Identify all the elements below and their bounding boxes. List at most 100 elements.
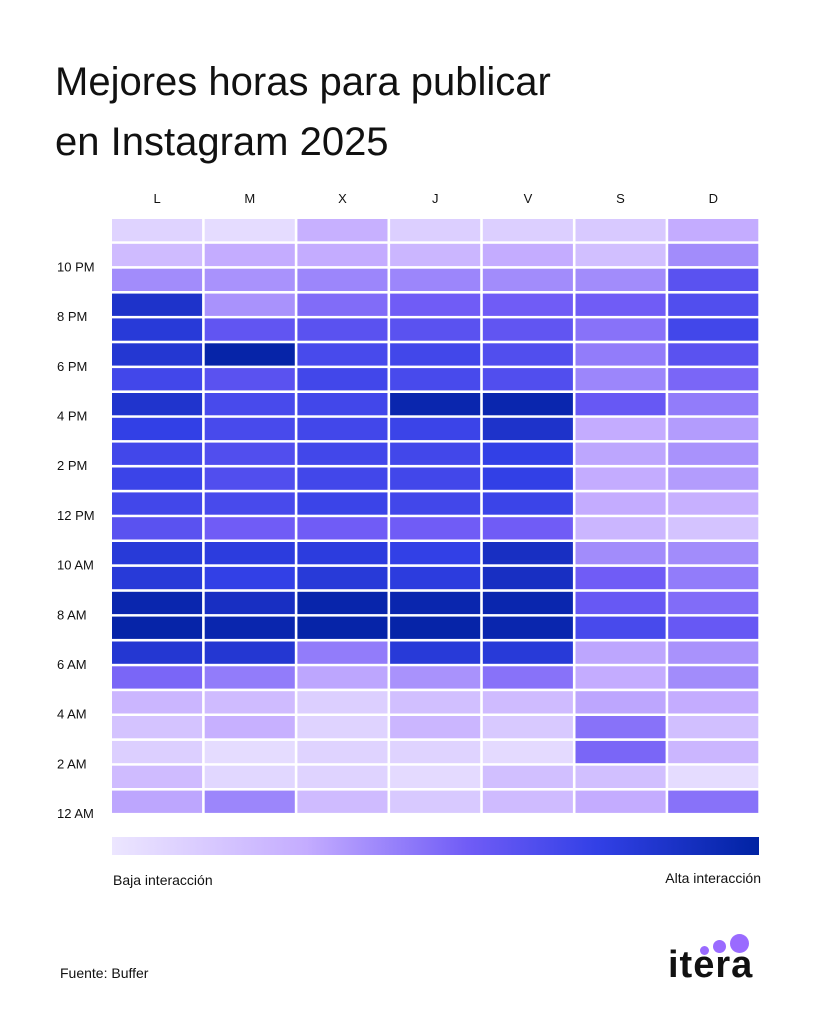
heatmap-cell-L-row-19	[112, 691, 203, 714]
heatmap-cell-L-row-8	[112, 417, 203, 441]
heatmap-cell-M-row-13	[204, 542, 295, 565]
heatmap-cell-M-row-4	[204, 318, 295, 341]
heatmap-cell-X-row-21	[297, 740, 388, 764]
heatmap-cell-V-row-3	[482, 293, 573, 316]
heatmap-cell-V-row-10	[482, 467, 573, 490]
heatmap-cell-M-row-8	[204, 417, 295, 441]
heatmap-cell-D-row-21	[668, 740, 759, 764]
heatmap-cell-J-row-9	[390, 442, 481, 465]
heatmap-cell-M-row-14	[204, 566, 295, 590]
heatmap-cell-L-row-4	[112, 318, 203, 341]
heatmap-cell-X-row-0	[297, 219, 388, 242]
heatmap-cell-X-row-23	[297, 790, 388, 813]
heatmap-cell-S-row-8	[575, 417, 666, 441]
heatmap-cell-V-row-21	[482, 740, 573, 764]
heatmap-cell-D-row-6	[668, 368, 759, 391]
heatmap-cell-M-row-7	[204, 393, 295, 416]
heatmap-cell-V-row-7	[482, 393, 573, 416]
heatmap-cell-D-row-20	[668, 716, 759, 739]
heatmap-cell-S-row-21	[575, 740, 666, 764]
heatmap-cell-V-row-2	[482, 268, 573, 291]
heatmap-cell-L-row-6	[112, 368, 203, 391]
heatmap-cell-L-row-17	[112, 641, 203, 664]
heatmap-cell-S-row-20	[575, 716, 666, 739]
heatmap-cell-M-row-6	[204, 368, 295, 391]
heatmap-cell-D-row-14	[668, 566, 759, 590]
heatmap-cell-M-row-18	[204, 666, 295, 689]
heatmap-cell-S-row-5	[575, 343, 666, 366]
heatmap-cell-J-row-17	[390, 641, 481, 664]
heatmap-cell-J-row-16	[390, 616, 481, 639]
heatmap-cell-X-row-5	[297, 343, 388, 366]
heatmap-cell-J-row-4	[390, 318, 481, 341]
y-tick-label-6-pm: 6 PM	[57, 359, 87, 374]
heatmap-cell-M-row-3	[204, 293, 295, 316]
y-tick-label-2-am: 2 AM	[57, 756, 87, 771]
heatmap-cell-J-row-18	[390, 666, 481, 689]
chart-title-line-1: Mejores horas para publicar	[55, 60, 551, 104]
heatmap-cell-L-row-3	[112, 293, 203, 316]
heatmap-cell-D-row-3	[668, 293, 759, 316]
heatmap-cell-X-row-16	[297, 616, 388, 639]
y-tick-label-12-am: 12 AM	[57, 806, 94, 821]
heatmap-cell-S-row-10	[575, 467, 666, 490]
heatmap-cell-V-row-5	[482, 343, 573, 366]
heatmap-cell-V-row-1	[482, 243, 573, 267]
heatmap-cell-M-row-17	[204, 641, 295, 664]
y-tick-label-10-am: 10 AM	[57, 558, 94, 573]
heatmap-cell-L-row-11	[112, 492, 203, 515]
heatmap-cell-L-row-9	[112, 442, 203, 465]
heatmap-cell-J-row-0	[390, 219, 481, 242]
heatmap-cell-M-row-23	[204, 790, 295, 813]
heatmap-cell-D-row-15	[668, 591, 759, 615]
heatmap-cell-X-row-7	[297, 393, 388, 416]
heatmap-cell-S-row-0	[575, 219, 666, 242]
legend-high-label: Alta interacción	[665, 870, 761, 886]
heatmap-cell-V-row-4	[482, 318, 573, 341]
heatmap-cell-D-row-19	[668, 691, 759, 714]
y-tick-label-6-am: 6 AM	[57, 657, 87, 672]
heatmap-cell-S-row-3	[575, 293, 666, 316]
heatmap-cell-J-row-13	[390, 542, 481, 565]
heatmap-cell-D-row-17	[668, 641, 759, 664]
heatmap-cell-D-row-18	[668, 666, 759, 689]
x-tick-label-L: L	[153, 191, 160, 206]
heatmap-cell-L-row-12	[112, 517, 203, 540]
y-tick-label-4-pm: 4 PM	[57, 409, 87, 424]
heatmap-cell-J-row-1	[390, 243, 481, 267]
heatmap-cell-L-row-23	[112, 790, 203, 813]
heatmap-cell-L-row-5	[112, 343, 203, 366]
heatmap-cell-L-row-20	[112, 716, 203, 739]
y-tick-label-2-pm: 2 PM	[57, 458, 87, 473]
heatmap-cell-V-row-0	[482, 219, 573, 242]
logo-dot-medium	[713, 940, 726, 953]
heatmap-cell-D-row-1	[668, 243, 759, 267]
heatmap-cell-S-row-6	[575, 368, 666, 391]
legend-low-label: Baja interacción	[113, 872, 213, 888]
heatmap-cell-D-row-4	[668, 318, 759, 341]
heatmap-cell-M-row-19	[204, 691, 295, 714]
heatmap-cell-X-row-9	[297, 442, 388, 465]
heatmap-cell-X-row-4	[297, 318, 388, 341]
heatmap-cell-M-row-2	[204, 268, 295, 291]
x-tick-label-D: D	[709, 191, 718, 206]
heatmap-cell-X-row-10	[297, 467, 388, 490]
heatmap-cell-X-row-12	[297, 517, 388, 540]
heatmap-cell-V-row-20	[482, 716, 573, 739]
chart-title: Mejores horas para publicar en Instagram…	[55, 52, 755, 172]
heatmap-cell-J-row-21	[390, 740, 481, 764]
heatmap-cell-M-row-11	[204, 492, 295, 515]
heatmap-cell-S-row-15	[575, 591, 666, 615]
heatmap-cell-X-row-8	[297, 417, 388, 441]
brand-logo: itera	[668, 932, 758, 986]
heatmap-cell-S-row-2	[575, 268, 666, 291]
heatmap-cell-X-row-17	[297, 641, 388, 664]
heatmap-cell-X-row-14	[297, 566, 388, 590]
heatmap-cell-S-row-19	[575, 691, 666, 714]
heatmap-cell-V-row-11	[482, 492, 573, 515]
heatmap-cell-X-row-20	[297, 716, 388, 739]
heatmap-cell-D-row-13	[668, 542, 759, 565]
heatmap-cell-M-row-9	[204, 442, 295, 465]
heatmap-cell-V-row-16	[482, 616, 573, 639]
heatmap-cell-X-row-22	[297, 765, 388, 788]
